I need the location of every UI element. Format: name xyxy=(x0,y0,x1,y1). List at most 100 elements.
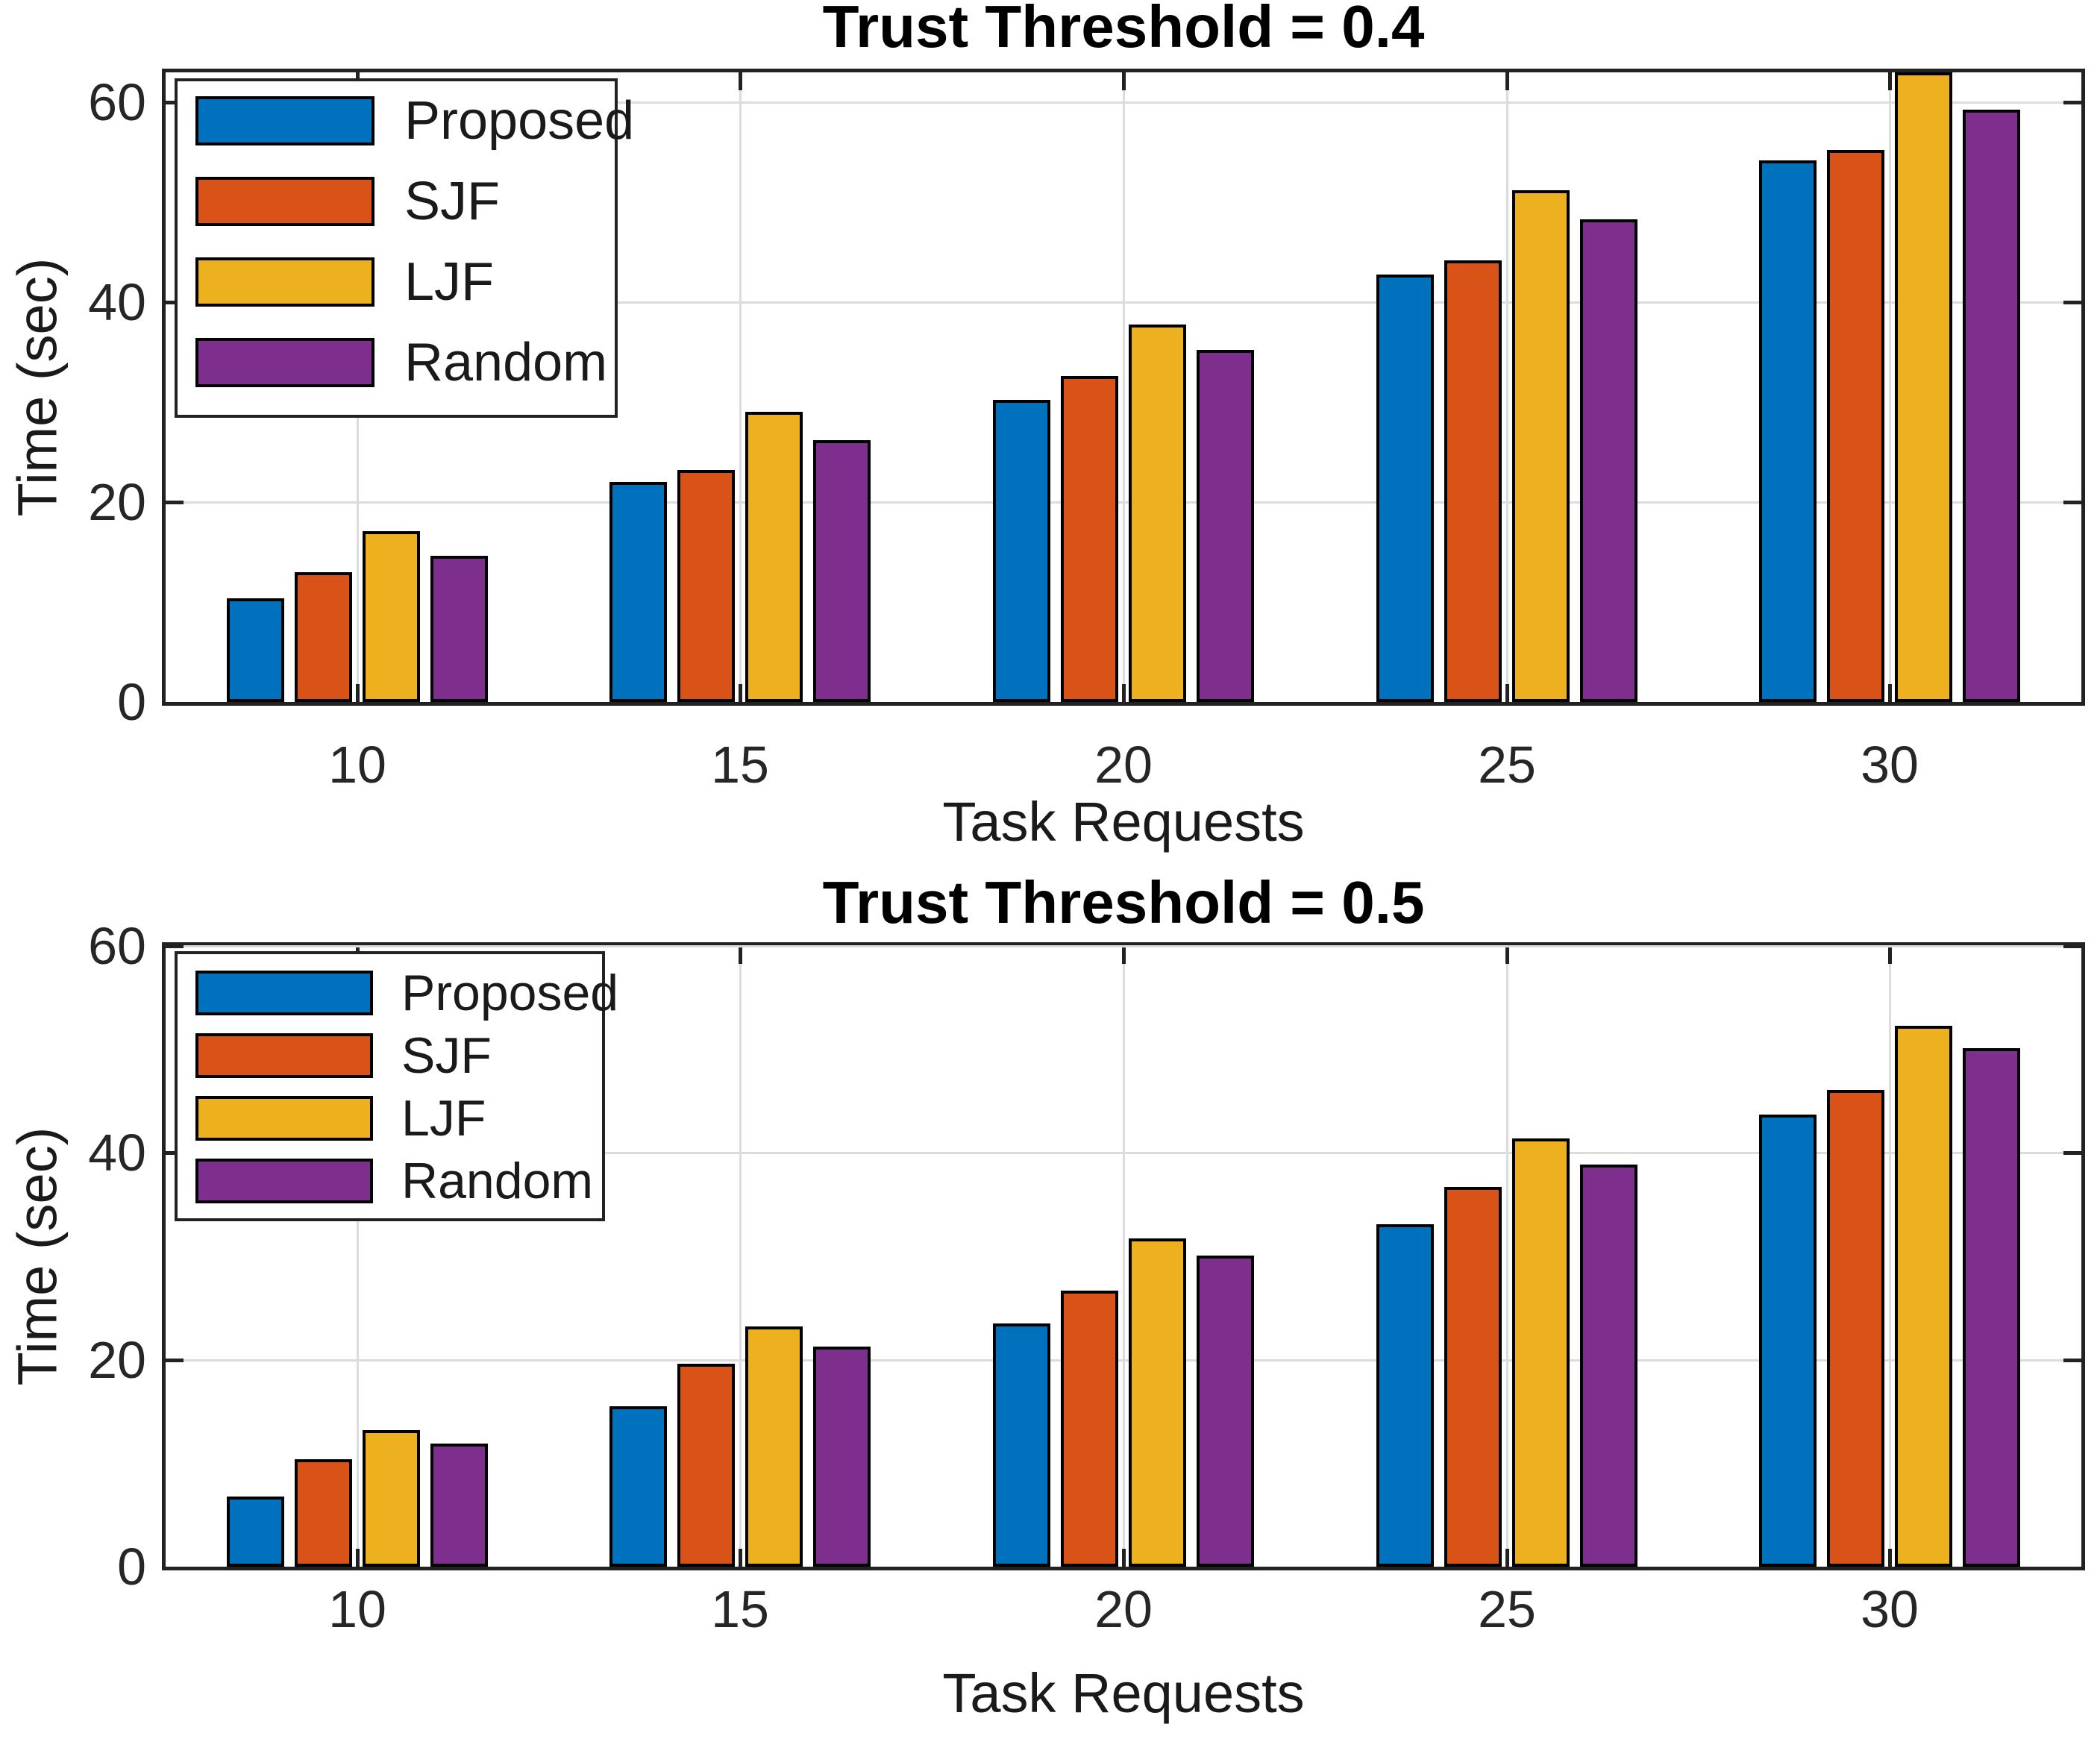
x-tick-mark xyxy=(356,684,360,702)
x-tick-mark xyxy=(1122,72,1126,90)
bar-ljf-30 xyxy=(1895,72,1952,702)
legend-swatch-ljf xyxy=(195,1096,373,1141)
bar-proposed-30 xyxy=(1759,160,1817,702)
y-tick-label: 0 xyxy=(117,673,146,731)
bar-sjf-20 xyxy=(1061,1291,1118,1567)
bar-ljf-25 xyxy=(1512,190,1570,702)
legend-swatch-random xyxy=(195,338,374,387)
legend-label-random: Random xyxy=(404,333,608,392)
bar-proposed-15 xyxy=(609,1406,667,1567)
vertical-gridline xyxy=(1889,946,1891,1567)
y-tick-mark xyxy=(2063,1359,2081,1362)
bar-ljf-10 xyxy=(363,1430,420,1567)
x-tick-label: 15 xyxy=(711,736,769,794)
y-tick-label: 60 xyxy=(88,917,146,975)
x-tick-mark xyxy=(1888,684,1892,702)
horizontal-gridline xyxy=(166,101,2081,104)
legend-swatch-sjf xyxy=(195,1033,373,1078)
bar-proposed-25 xyxy=(1376,1224,1434,1567)
x-tick-mark xyxy=(1888,1549,1892,1567)
x-tick-mark xyxy=(1505,684,1509,702)
legend-label-ljf: LJF xyxy=(404,252,495,312)
vertical-gridline xyxy=(739,72,742,702)
x-tick-label: 25 xyxy=(1478,1580,1536,1638)
bar-random-20 xyxy=(1197,1256,1254,1567)
x-tick-mark xyxy=(1505,72,1509,90)
x-tick-label: 20 xyxy=(1094,736,1153,794)
bar-sjf-15 xyxy=(677,470,735,702)
bar-proposed-10 xyxy=(227,1497,284,1567)
horizontal-gridline xyxy=(166,301,2081,304)
x-tick-mark xyxy=(739,72,742,90)
legend-label-proposed: Proposed xyxy=(404,91,635,151)
legend-swatch-sjf xyxy=(195,177,374,226)
x-tick-mark xyxy=(1888,946,1892,964)
y-tick-mark xyxy=(2063,944,2081,948)
y-tick-label: 40 xyxy=(88,273,146,331)
x-tick-mark xyxy=(1505,946,1509,964)
y-tick-mark xyxy=(2063,501,2081,504)
bar-sjf-30 xyxy=(1827,1090,1884,1567)
chart-title: Trust Threshold = 0.4 xyxy=(822,0,1425,60)
bar-ljf-15 xyxy=(745,1326,803,1567)
legend-swatch-proposed xyxy=(195,971,373,1015)
x-tick-mark xyxy=(739,684,742,702)
y-tick-mark xyxy=(2063,101,2081,104)
x-tick-mark xyxy=(739,1549,742,1567)
legend-label-proposed: Proposed xyxy=(401,965,619,1021)
bar-ljf-15 xyxy=(745,412,803,702)
bar-sjf-10 xyxy=(295,1459,352,1567)
bar-sjf-15 xyxy=(677,1364,735,1567)
bar-random-10 xyxy=(430,556,488,702)
legend: Proposed SJF LJF Random xyxy=(175,951,618,1221)
legend: Proposed SJF LJF Random xyxy=(175,78,634,418)
x-tick-label: 15 xyxy=(711,1580,769,1638)
legend-label-ljf: LJF xyxy=(401,1090,486,1147)
legend-label-random: Random xyxy=(401,1153,594,1209)
y-tick-mark xyxy=(2063,1151,2081,1155)
bar-ljf-30 xyxy=(1895,1026,1952,1567)
bar-random-25 xyxy=(1580,219,1637,702)
bar-random-30 xyxy=(1963,110,2020,702)
bar-random-10 xyxy=(430,1444,488,1567)
x-tick-label: 30 xyxy=(1861,1580,1919,1638)
vertical-gridline xyxy=(1123,946,1125,1567)
bar-proposed-30 xyxy=(1759,1115,1817,1567)
bar-random-15 xyxy=(813,440,871,702)
horizontal-gridline xyxy=(166,501,2081,504)
x-tick-label: 30 xyxy=(1861,736,1919,794)
x-tick-mark xyxy=(739,946,742,964)
x-tick-mark xyxy=(1505,1549,1509,1567)
bar-sjf-25 xyxy=(1444,1187,1502,1567)
legend-label-sjf: SJF xyxy=(404,172,501,231)
bar-proposed-20 xyxy=(993,400,1050,702)
bar-ljf-20 xyxy=(1129,325,1186,702)
x-tick-label: 10 xyxy=(328,1580,386,1638)
chart-title: Trust Threshold = 0.5 xyxy=(822,869,1425,936)
legend-swatch-random xyxy=(195,1159,373,1203)
bar-sjf-10 xyxy=(295,572,352,702)
y-tick-label: 60 xyxy=(88,73,146,131)
bar-ljf-25 xyxy=(1512,1138,1570,1567)
x-axis-label: Task Requests xyxy=(942,1662,1305,1724)
bar-proposed-20 xyxy=(993,1323,1050,1567)
bar-proposed-15 xyxy=(609,482,667,702)
bar-sjf-25 xyxy=(1444,260,1502,702)
bar-ljf-20 xyxy=(1129,1238,1186,1567)
x-tick-label: 10 xyxy=(328,736,386,794)
horizontal-gridline xyxy=(166,1359,2081,1362)
legend-swatch-ljf xyxy=(195,257,374,307)
vertical-gridline xyxy=(739,946,742,1567)
x-tick-mark xyxy=(1122,946,1126,964)
x-tick-mark xyxy=(1888,72,1892,90)
bar-random-15 xyxy=(813,1347,871,1567)
vertical-gridline xyxy=(1506,72,1508,702)
vertical-gridline xyxy=(1123,72,1125,702)
y-tick-mark xyxy=(166,1359,184,1362)
vertical-gridline xyxy=(1889,72,1891,702)
y-tick-mark xyxy=(2063,301,2081,304)
legend-swatch-proposed xyxy=(195,96,374,145)
y-tick-mark xyxy=(166,944,184,948)
vertical-gridline xyxy=(1506,946,1508,1567)
